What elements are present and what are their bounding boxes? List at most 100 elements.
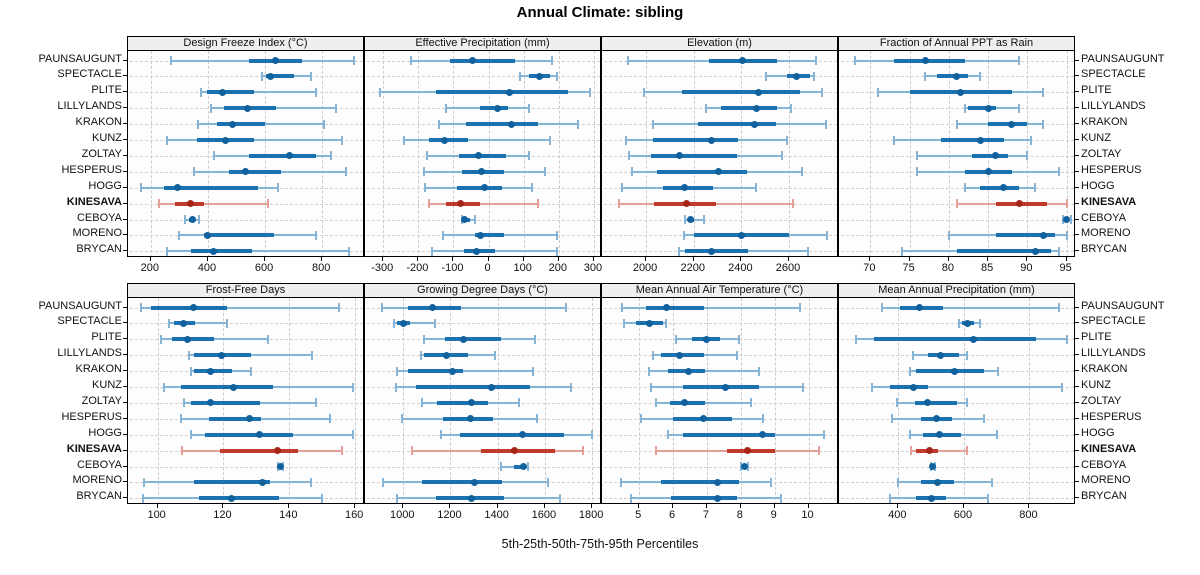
whisker-cap-left bbox=[895, 398, 898, 408]
plot-fraction-of-annual-ppt-as-rain bbox=[838, 50, 1075, 257]
iqr-bar bbox=[646, 305, 704, 310]
median-dot bbox=[285, 152, 293, 160]
iqr-bar bbox=[407, 369, 464, 374]
median-dot bbox=[459, 335, 467, 343]
row-tick-right bbox=[1075, 401, 1079, 403]
median-dot bbox=[680, 184, 688, 192]
median-dot bbox=[267, 72, 275, 80]
whisker-cap-right bbox=[565, 303, 568, 312]
median-dot bbox=[518, 431, 526, 439]
row-tick-right bbox=[1075, 417, 1079, 419]
median-dot bbox=[468, 494, 476, 502]
median-dot bbox=[953, 72, 961, 80]
median-dot bbox=[932, 415, 940, 423]
site-label-left: CEBOYA bbox=[76, 458, 122, 471]
median-dot bbox=[1008, 120, 1016, 128]
whisker-cap-right bbox=[1057, 303, 1060, 312]
whisker-cap-right bbox=[341, 135, 344, 145]
x-tick-label: 1000 bbox=[389, 509, 415, 521]
whisker-cap-left bbox=[209, 103, 212, 113]
whisker-cap-left bbox=[627, 56, 630, 65]
whisker-line bbox=[160, 338, 268, 341]
whisker-cap-left bbox=[667, 430, 670, 440]
h-gridline bbox=[130, 76, 363, 78]
median-dot bbox=[708, 136, 716, 144]
whisker-cap-right bbox=[250, 366, 253, 376]
whisker-cap-left bbox=[423, 334, 426, 344]
h-gridline bbox=[604, 323, 837, 325]
site-label-left: KUNZ bbox=[92, 379, 122, 391]
row-tick-left bbox=[123, 465, 127, 467]
strip-growing-degree-days-c: Growing Degree Days (°C) bbox=[364, 283, 601, 298]
whisker-line bbox=[393, 322, 436, 325]
whisker-cap-left bbox=[410, 446, 413, 456]
median-dot bbox=[274, 447, 282, 455]
whisker-cap-left bbox=[1061, 215, 1064, 224]
row-tick-right bbox=[1075, 123, 1079, 125]
x-tick-label: 85 bbox=[980, 262, 994, 274]
iqr-bar bbox=[428, 138, 468, 142]
whisker-cap-left bbox=[196, 119, 199, 129]
whisker-cap-right bbox=[352, 382, 355, 392]
row-tick-right bbox=[1075, 139, 1079, 140]
whisker-cap-right bbox=[352, 56, 355, 65]
whisker-cap-right bbox=[474, 215, 477, 224]
x-tick bbox=[591, 504, 593, 508]
whisker-cap-right bbox=[799, 303, 802, 312]
v-gridline bbox=[383, 51, 385, 256]
whisker-line bbox=[397, 370, 534, 373]
whisker-cap-right bbox=[559, 493, 562, 503]
whisker-line bbox=[685, 218, 705, 221]
v-gridline bbox=[909, 51, 911, 256]
row-tick-right bbox=[1075, 154, 1079, 156]
whisker-cap-right bbox=[982, 414, 985, 424]
whisker-cap-right bbox=[997, 366, 1000, 376]
v-gridline bbox=[693, 51, 695, 256]
x-tick-label: -100 bbox=[441, 262, 464, 274]
whisker-cap-right bbox=[581, 446, 584, 456]
whisker-cap-right bbox=[322, 119, 325, 129]
whisker-cap-right bbox=[569, 382, 572, 392]
row-tick-right bbox=[1075, 306, 1079, 308]
whisker-cap-left bbox=[924, 71, 927, 81]
chart-title: Annual Climate: sibling bbox=[516, 4, 684, 21]
site-label-right: HOGG bbox=[1081, 426, 1115, 439]
site-label-left: MORENO bbox=[72, 227, 123, 240]
row-tick-left bbox=[123, 139, 127, 140]
whisker-cap-left bbox=[424, 183, 427, 193]
row-tick-left bbox=[123, 123, 127, 125]
x-tick-label: 100 bbox=[513, 262, 532, 274]
site-label-right: HESPERUS bbox=[1081, 410, 1142, 423]
whisker-cap-right bbox=[589, 87, 592, 97]
strip-effective-precipitation-mm: Effective Precipitation (mm) bbox=[364, 36, 601, 51]
x-tick bbox=[222, 504, 224, 508]
whisker-cap-right bbox=[1066, 334, 1069, 344]
v-gridline bbox=[646, 51, 648, 256]
iqr-bar bbox=[449, 58, 515, 63]
median-dot bbox=[480, 184, 488, 192]
x-tick bbox=[264, 257, 266, 261]
row-tick-right bbox=[1075, 449, 1079, 451]
median-dot bbox=[792, 72, 800, 80]
site-label-left: ZOLTAY bbox=[81, 394, 122, 407]
whisker-cap-right bbox=[979, 318, 982, 328]
whisker-cap-right bbox=[790, 103, 793, 113]
x-tick bbox=[288, 504, 290, 508]
v-gridline bbox=[403, 298, 405, 503]
iqr-bar bbox=[456, 185, 502, 190]
whisker-cap-left bbox=[908, 430, 911, 440]
x-tick-label: 2600 bbox=[775, 262, 801, 274]
median-dot bbox=[443, 351, 451, 359]
v-gridline bbox=[523, 51, 525, 256]
whisker-cap-right bbox=[198, 215, 201, 224]
whisker-cap-right bbox=[1030, 135, 1033, 145]
whisker-cap-right bbox=[352, 430, 355, 440]
whisker-cap-left bbox=[441, 230, 444, 240]
whisker-cap-right bbox=[266, 334, 269, 344]
x-tick bbox=[645, 257, 647, 261]
x-tick-label: 6 bbox=[669, 509, 676, 521]
x-tick-label: 1800 bbox=[578, 509, 604, 521]
x-tick bbox=[672, 504, 674, 508]
median-dot bbox=[715, 168, 723, 176]
median-dot bbox=[713, 494, 721, 502]
